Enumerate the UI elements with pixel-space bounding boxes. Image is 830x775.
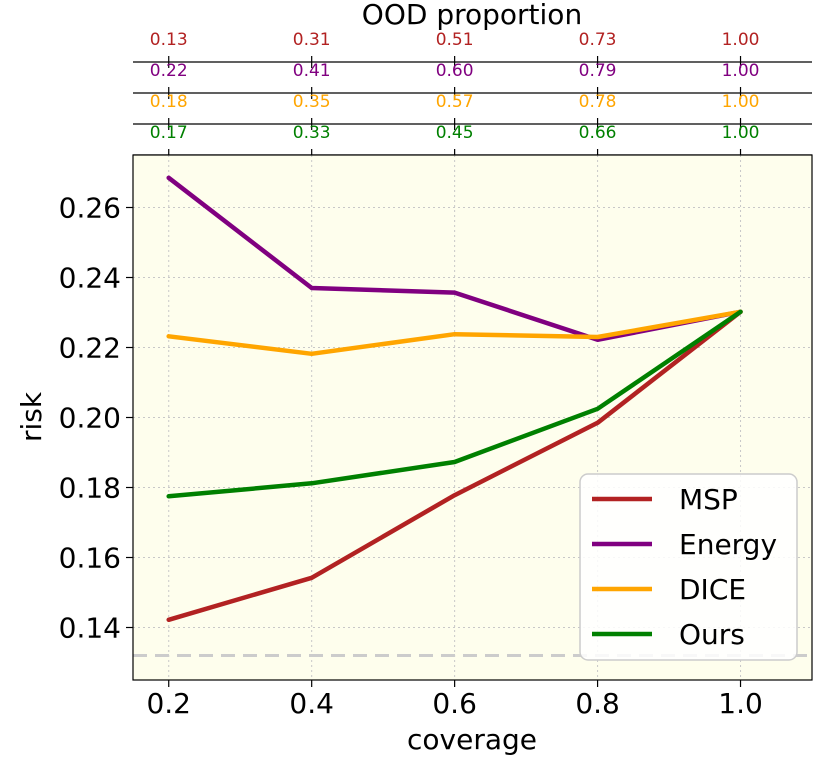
x-tick-label: 0.2 bbox=[146, 687, 191, 720]
series-line-dice bbox=[166, 309, 743, 357]
y-tick-label: 0.20 bbox=[59, 402, 121, 435]
series-line-msp bbox=[166, 309, 743, 623]
legend: MSP Energy DICE Ours bbox=[579, 473, 798, 661]
ood-proportion-value: 0.31 bbox=[293, 30, 331, 50]
top-axis-title: OOD proportion bbox=[362, 0, 582, 31]
y-axis-label: risk bbox=[15, 391, 48, 442]
ood-proportion-value: 1.00 bbox=[722, 30, 760, 50]
legend-label: Energy bbox=[679, 528, 777, 561]
ood-proportion-value: 0.73 bbox=[579, 30, 617, 50]
series-group bbox=[166, 175, 743, 623]
ood-proportion-value: 0.78 bbox=[579, 92, 617, 112]
legend-label: Ours bbox=[679, 618, 745, 651]
ood-proportion-value: 0.22 bbox=[150, 61, 188, 81]
ood-proportion-table: 0.13 0.31 0.51 0.73 1.00 0.22 0.41 0.60 0.79 1.00… bbox=[133, 30, 812, 161]
ood-proportion-value: 0.45 bbox=[436, 123, 474, 143]
ood-proportion-value: 0.35 bbox=[293, 92, 331, 112]
ood-proportion-value: 0.18 bbox=[150, 92, 188, 112]
ood-proportion-value: 0.17 bbox=[150, 123, 188, 143]
ood-proportion-value: 1.00 bbox=[722, 92, 760, 112]
ood-proportion-value: 0.51 bbox=[436, 30, 474, 50]
axis-ticks: 0.2 0.4 0.6 0.8 1.0 0.14 0.16 0.18 0.20 0.22 0.24 0… bbox=[59, 192, 763, 721]
y-tick-label: 0.18 bbox=[59, 472, 121, 505]
ood-proportion-value: 0.57 bbox=[436, 92, 474, 112]
ood-proportion-value: 0.60 bbox=[436, 61, 474, 81]
x-tick-label: 0.6 bbox=[432, 687, 477, 720]
x-tick-label: 0.4 bbox=[289, 687, 334, 720]
y-tick-label: 0.22 bbox=[59, 332, 121, 365]
x-axis-label: coverage bbox=[407, 723, 537, 756]
ood-proportion-value: 1.00 bbox=[722, 61, 760, 81]
x-tick-label: 0.8 bbox=[575, 687, 620, 720]
series-line-ours bbox=[166, 309, 743, 499]
legend-label: DICE bbox=[679, 573, 746, 606]
y-tick-label: 0.26 bbox=[59, 192, 121, 225]
ood-proportion-value: 0.66 bbox=[579, 123, 617, 143]
y-tick-label: 0.24 bbox=[59, 262, 121, 295]
ood-proportion-value: 0.13 bbox=[150, 30, 188, 50]
y-tick-label: 0.16 bbox=[59, 542, 121, 575]
ood-proportion-value: 0.79 bbox=[579, 61, 617, 81]
y-tick-label: 0.14 bbox=[59, 612, 121, 645]
ood-proportion-value: 1.00 bbox=[722, 123, 760, 143]
legend-frame bbox=[579, 473, 798, 661]
x-tick-label: 1.0 bbox=[718, 687, 763, 720]
legend-label: MSP bbox=[679, 483, 738, 516]
ood-proportion-value: 0.41 bbox=[293, 61, 331, 81]
ood-proportion-value: 0.33 bbox=[293, 123, 331, 143]
